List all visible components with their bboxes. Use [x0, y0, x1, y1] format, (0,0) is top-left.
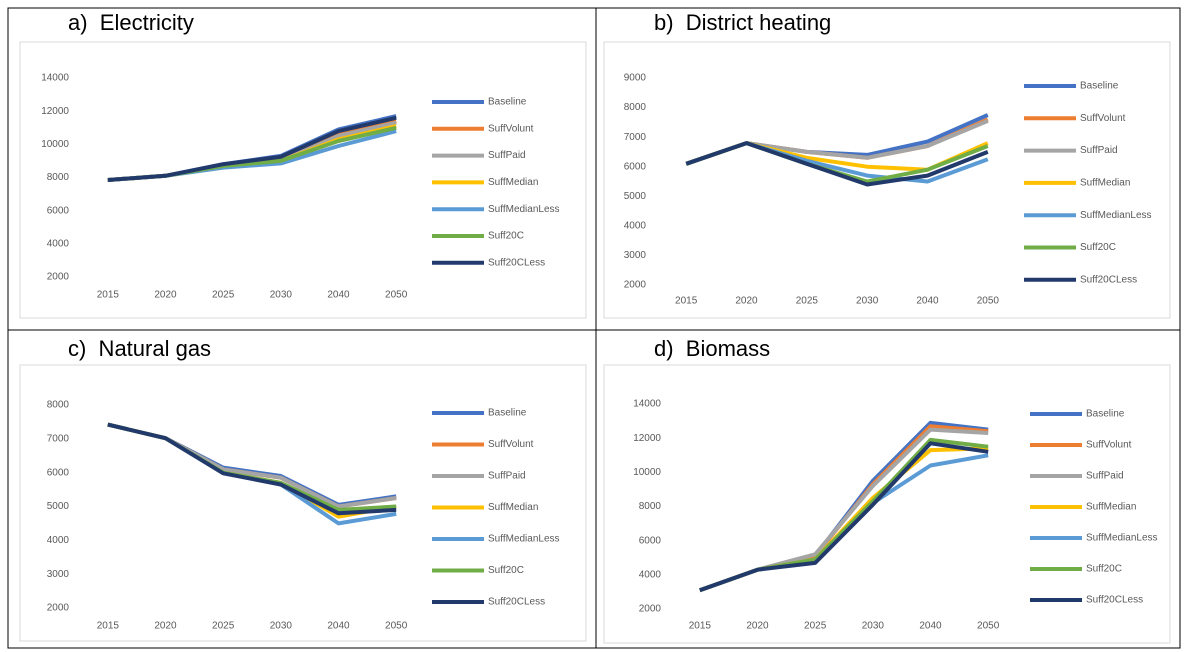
y-tick-label: 5000 — [47, 501, 70, 512]
series-line — [685, 141, 989, 187]
x-tick-label: 2050 — [385, 621, 408, 632]
y-tick-label: 6000 — [624, 161, 647, 172]
legend-label: SuffMedian — [1086, 502, 1136, 513]
legend-label: SuffMedianLess — [1080, 210, 1152, 221]
y-tick-label: 3000 — [47, 569, 70, 580]
y-tick-label: 6000 — [639, 535, 662, 546]
legend-label: SuffPaid — [488, 471, 526, 482]
legend-label: Suff20C — [1080, 242, 1116, 253]
legend-label: SuffPaid — [1080, 145, 1118, 156]
x-tick-label: 2025 — [212, 290, 235, 301]
y-tick-label: 3000 — [624, 250, 647, 261]
y-tick-label: 2000 — [624, 280, 647, 291]
series-line — [107, 115, 397, 182]
series-line — [699, 441, 989, 593]
outer-border — [7, 7, 1181, 649]
y-tick-label: 12000 — [633, 433, 661, 444]
legend-label: Baseline — [1080, 81, 1119, 92]
legend-label: Suff20C — [488, 565, 524, 576]
chart-frame — [603, 364, 1171, 644]
x-tick-label: 2030 — [856, 296, 879, 307]
legend-label: SuffMedian — [488, 177, 538, 188]
y-tick-label: 4000 — [47, 535, 70, 546]
legend-label: SuffMedianLess — [488, 534, 560, 545]
x-tick-label: 2050 — [385, 290, 408, 301]
legend-label: Suff20CLess — [1080, 274, 1137, 285]
x-tick-label: 2025 — [796, 296, 819, 307]
y-tick-label: 10000 — [41, 139, 69, 150]
x-tick-label: 2030 — [270, 621, 293, 632]
y-tick-label: 6000 — [47, 205, 70, 216]
y-tick-label: 4000 — [624, 220, 647, 231]
legend-label: Baseline — [1086, 409, 1125, 420]
y-tick-label: 8000 — [47, 400, 70, 411]
x-tick-label: 2020 — [154, 290, 177, 301]
y-tick-label: 9000 — [624, 73, 647, 84]
legend-label: SuffMedian — [1080, 178, 1130, 189]
legend-label: SuffMedianLess — [1086, 533, 1158, 544]
y-tick-label: 7000 — [47, 433, 70, 444]
x-tick-label: 2015 — [675, 296, 698, 307]
legend-label: Suff20CLess — [488, 597, 545, 608]
legend-label: SuffMedian — [488, 502, 538, 513]
x-tick-label: 2015 — [689, 621, 712, 632]
x-tick-label: 2050 — [977, 621, 1000, 632]
y-tick-label: 14000 — [41, 73, 69, 84]
x-tick-label: 2025 — [804, 621, 827, 632]
y-tick-label: 8000 — [639, 501, 662, 512]
legend-label: SuffMedianLess — [488, 204, 560, 215]
y-tick-label: 8000 — [47, 172, 70, 183]
x-tick-label: 2020 — [735, 296, 758, 307]
legend-label: Suff20CLess — [488, 257, 545, 268]
x-tick-label: 2050 — [977, 296, 1000, 307]
y-tick-label: 12000 — [41, 106, 69, 117]
legend-label: SuffPaid — [1086, 471, 1124, 482]
x-tick-label: 2030 — [270, 290, 293, 301]
legend-label: SuffVolunt — [1086, 440, 1132, 451]
legend-label: Baseline — [488, 97, 527, 108]
x-tick-label: 2020 — [154, 621, 177, 632]
y-tick-label: 6000 — [47, 467, 70, 478]
x-tick-label: 2015 — [97, 290, 120, 301]
legend-label: SuffVolunt — [488, 439, 534, 450]
y-tick-label: 14000 — [633, 399, 661, 410]
chart-title: b) District heating — [654, 10, 831, 35]
x-tick-label: 2015 — [97, 621, 120, 632]
x-tick-label: 2020 — [746, 621, 769, 632]
y-tick-label: 5000 — [624, 191, 647, 202]
legend-label: Suff20C — [1086, 564, 1122, 575]
chart-title: a) Electricity — [68, 10, 194, 35]
y-tick-label: 7000 — [624, 132, 647, 143]
x-tick-label: 2040 — [919, 621, 942, 632]
legend-label: Baseline — [488, 408, 527, 419]
chart-frame — [19, 364, 587, 642]
x-tick-label: 2040 — [327, 621, 350, 632]
y-tick-label: 2000 — [47, 272, 70, 283]
chart-title: d) Biomass — [654, 336, 770, 361]
legend-label: SuffVolunt — [1080, 113, 1126, 124]
x-tick-label: 2030 — [862, 621, 885, 632]
legend-label: SuffPaid — [488, 150, 526, 161]
y-tick-label: 10000 — [633, 467, 661, 478]
chart-title: c) Natural gas — [68, 336, 211, 361]
legend-label: Suff20C — [488, 231, 524, 242]
x-tick-label: 2040 — [327, 290, 350, 301]
y-tick-label: 2000 — [47, 603, 70, 614]
y-tick-label: 4000 — [639, 569, 662, 580]
legend-label: SuffVolunt — [488, 123, 534, 134]
x-tick-label: 2025 — [212, 621, 235, 632]
legend-label: Suff20CLess — [1086, 595, 1143, 606]
x-tick-label: 2040 — [916, 296, 939, 307]
y-tick-label: 4000 — [47, 238, 70, 249]
y-tick-label: 2000 — [639, 604, 662, 615]
y-tick-label: 8000 — [624, 102, 647, 113]
series-line — [107, 422, 397, 516]
